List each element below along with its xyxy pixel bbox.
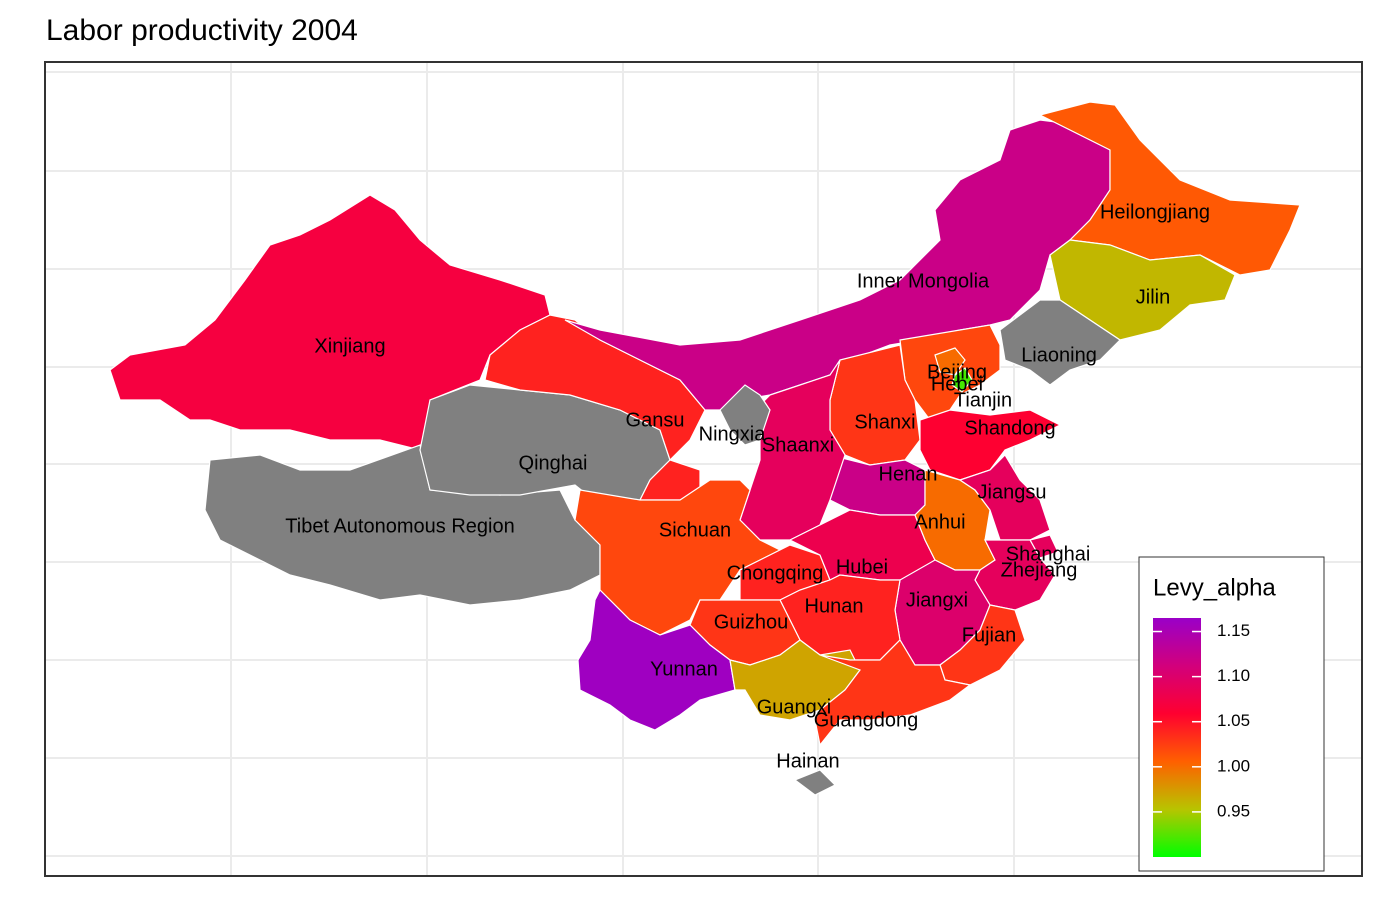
region-label: Guangdong bbox=[814, 709, 919, 731]
region-label: Inner Mongolia bbox=[857, 270, 990, 292]
region-label: Liaoning bbox=[1021, 344, 1097, 366]
region-label: Jiangsu bbox=[978, 481, 1047, 503]
chart-title: Labor productivity 2004 bbox=[46, 14, 358, 47]
region-label: Qinghai bbox=[519, 452, 588, 474]
region-label: Fujian bbox=[962, 624, 1016, 646]
legend-tick-label: 0.95 bbox=[1217, 801, 1250, 820]
region-label: Guizhou bbox=[714, 611, 789, 633]
region bbox=[958, 454, 1051, 541]
region bbox=[1038, 101, 1301, 276]
region-label: Jiangxi bbox=[906, 589, 968, 611]
legend: Levy_alpha 0.95 1.00 1.05 1.10 1.15 bbox=[1138, 556, 1325, 872]
region-label: Shaanxi bbox=[762, 434, 834, 456]
region-labels: Xinjiang Tibet Autonomous Region Qinghai Ga… bbox=[285, 201, 1210, 772]
region bbox=[934, 347, 966, 376]
region-label: Zhejiang bbox=[1001, 559, 1078, 581]
region bbox=[719, 384, 771, 446]
region bbox=[204, 444, 601, 606]
region bbox=[793, 769, 837, 796]
region bbox=[999, 299, 1121, 386]
region-label: Hubei bbox=[836, 556, 888, 578]
regions bbox=[109, 101, 1301, 796]
region-label: Chongqing bbox=[727, 562, 824, 584]
legend-title: Levy_alpha bbox=[1153, 574, 1276, 601]
region-label: Tibet Autonomous Region bbox=[285, 515, 514, 537]
region-label: Shandong bbox=[964, 417, 1055, 439]
region bbox=[814, 639, 972, 747]
region-label: Heilongjiang bbox=[1100, 201, 1210, 223]
region-label: Gansu bbox=[626, 409, 685, 431]
region-label: Henan bbox=[879, 463, 938, 485]
legend-tick-label: 1.00 bbox=[1217, 756, 1250, 775]
region bbox=[577, 588, 736, 731]
region-label: Tianjin bbox=[954, 389, 1012, 411]
region bbox=[951, 367, 973, 393]
region-label: Shanghai bbox=[1006, 543, 1091, 565]
region-label: Shanxi bbox=[854, 411, 915, 433]
region-label: Xinjiang bbox=[314, 335, 385, 357]
color-bar bbox=[1153, 618, 1201, 857]
region bbox=[919, 409, 1062, 481]
panel-border bbox=[44, 61, 1363, 877]
region-label: Beijing bbox=[927, 361, 987, 383]
region-label: Guangxi bbox=[757, 696, 832, 718]
region-label: Hebei bbox=[931, 373, 983, 395]
region-label: Ningxia bbox=[699, 423, 767, 445]
legend-tick-label: 1.10 bbox=[1217, 666, 1250, 685]
region bbox=[974, 539, 1056, 611]
region-label: Jilin bbox=[1136, 286, 1170, 308]
region-label: Yunnan bbox=[650, 658, 718, 680]
region-label: Hainan bbox=[776, 750, 839, 772]
legend-tick-label: 1.15 bbox=[1217, 621, 1250, 640]
legend-tick-label: 1.05 bbox=[1217, 711, 1250, 730]
region-label: Anhui bbox=[914, 511, 965, 533]
region-label: Sichuan bbox=[659, 519, 731, 541]
region-label: Hunan bbox=[805, 595, 864, 617]
